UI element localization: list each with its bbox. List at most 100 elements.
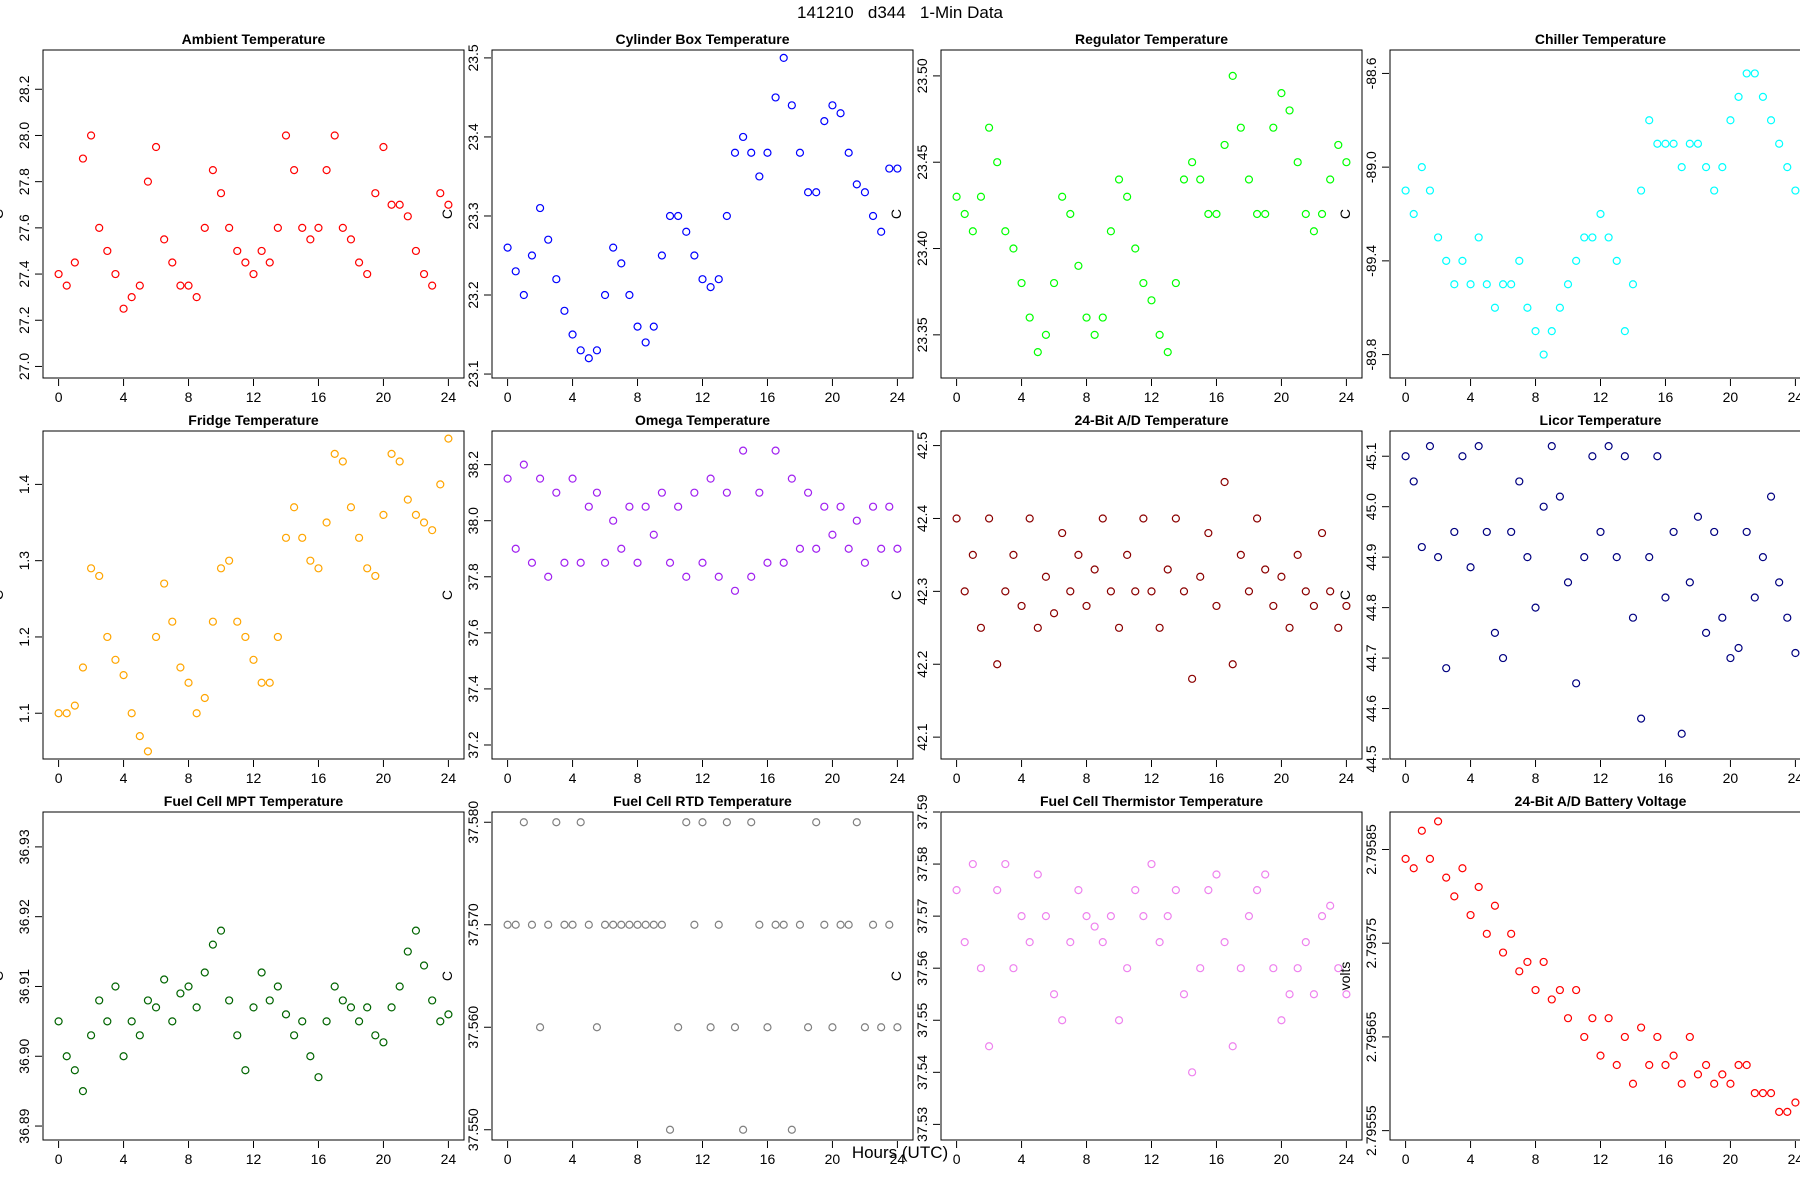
point (419, 269, 429, 279)
point (1188, 674, 1197, 683)
point (984, 514, 994, 523)
point (1334, 964, 1343, 973)
point (755, 172, 764, 181)
x-tick-label: 8 (185, 1151, 193, 1167)
point (1098, 514, 1107, 523)
point (1155, 623, 1164, 632)
point (722, 211, 731, 221)
point (1049, 609, 1059, 618)
y-tick-label: 36.89 (16, 1108, 32, 1143)
point (143, 177, 153, 186)
point (1326, 901, 1335, 910)
point (820, 502, 829, 511)
point (527, 558, 537, 567)
x-tick-label: 16 (1658, 1151, 1674, 1167)
point (314, 223, 323, 232)
point (1474, 442, 1483, 451)
point (1612, 1060, 1621, 1070)
point (1049, 278, 1059, 288)
point (1163, 348, 1172, 357)
point (168, 1017, 177, 1026)
point (1425, 854, 1435, 863)
y-tick-label: 23.4 (465, 123, 481, 150)
point (787, 474, 796, 483)
x-tick-label: 24 (1339, 770, 1355, 786)
point (1285, 990, 1294, 999)
point (1628, 280, 1638, 289)
plot-frame (1389, 811, 1800, 1141)
point (852, 180, 861, 189)
point (322, 518, 331, 527)
point (127, 709, 136, 718)
y-tick-label: 37.59 (914, 794, 930, 829)
point (1252, 885, 1262, 895)
point (698, 818, 707, 827)
x-tick-label: 20 (1723, 770, 1739, 786)
point (1775, 578, 1784, 587)
point (1758, 1089, 1768, 1098)
point (1637, 714, 1646, 723)
x-tick-label: 4 (1018, 1151, 1026, 1167)
point (722, 818, 731, 827)
point (968, 859, 977, 869)
point (403, 495, 412, 504)
point (812, 544, 821, 553)
point (330, 449, 339, 458)
y-tick-label: 37.560 (465, 1006, 481, 1049)
point (1750, 69, 1759, 78)
point (1317, 209, 1327, 219)
point (322, 166, 331, 175)
point (503, 920, 512, 929)
plot-frame (940, 811, 1363, 1141)
point (273, 632, 282, 642)
point (1155, 938, 1164, 947)
point (1236, 964, 1245, 973)
x-tick-label: 12 (1144, 389, 1160, 405)
point (1783, 1107, 1792, 1116)
panel-title: Fuel Cell Thermistor Temperature (1040, 793, 1263, 809)
point (1653, 452, 1662, 461)
point (111, 982, 120, 991)
point (568, 474, 577, 483)
point (1334, 140, 1343, 150)
point (1620, 1032, 1629, 1042)
point (1334, 623, 1343, 632)
point (649, 530, 658, 539)
point (1033, 870, 1042, 879)
point (511, 544, 520, 553)
y-tick-label: 2.79585 (1363, 824, 1379, 875)
point (1196, 175, 1205, 184)
point (993, 885, 1002, 895)
point (1645, 116, 1654, 125)
point (1555, 303, 1564, 312)
point (249, 269, 258, 279)
y-tick-label: 37.58 (914, 846, 930, 881)
point (592, 488, 602, 497)
point (111, 655, 120, 664)
point (1285, 623, 1294, 632)
point (803, 188, 813, 197)
point (1041, 572, 1051, 581)
point (1645, 553, 1654, 562)
point (511, 267, 520, 276)
x-tick-label: 12 (1593, 1151, 1609, 1167)
point (354, 1017, 364, 1026)
point (552, 275, 561, 284)
point (1220, 477, 1229, 487)
y-tick-label: 45.0 (1363, 493, 1379, 520)
point (600, 290, 610, 300)
point (952, 885, 961, 895)
y-tick-label: 28.0 (16, 122, 32, 149)
point (78, 154, 88, 163)
point (1490, 901, 1500, 910)
y-tick-label: 38.2 (465, 451, 481, 478)
point (419, 961, 429, 970)
point (527, 251, 537, 260)
point (1742, 69, 1751, 78)
point (625, 502, 634, 511)
point (730, 586, 740, 595)
point (1082, 601, 1091, 611)
point (249, 655, 258, 664)
point (877, 227, 886, 236)
point (1228, 1042, 1237, 1051)
